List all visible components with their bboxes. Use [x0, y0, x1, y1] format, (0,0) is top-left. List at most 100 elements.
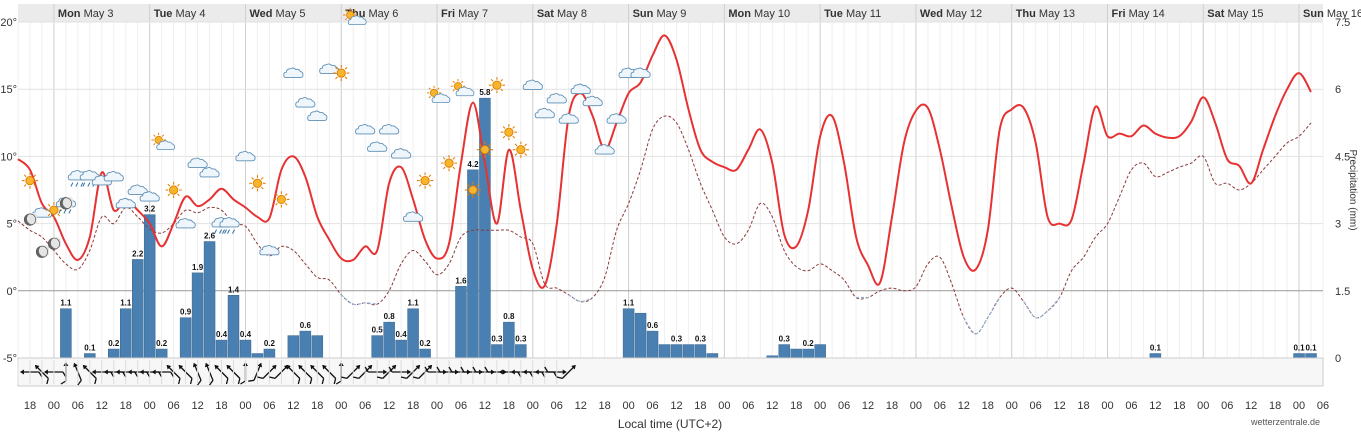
precip-value-label: 0.2: [264, 339, 276, 348]
x-tick-label: 06: [646, 400, 658, 412]
precip-bar: [515, 344, 527, 359]
sun-icon: [21, 171, 39, 190]
x-tick-label: 06: [742, 400, 754, 412]
x-tick-label: 18: [24, 400, 36, 412]
precip-value-label: 0.2: [156, 339, 168, 348]
x-tick-label: 06: [551, 400, 563, 412]
precip-value-label: 0.8: [384, 312, 396, 321]
precip-value-label: 1.1: [408, 299, 420, 308]
x-tick-label: 18: [1077, 400, 1089, 412]
precip-value-label: 0.1: [1293, 344, 1305, 353]
right-axis: 7.5 6 4.5 3 1.5 0: [1335, 17, 1350, 365]
x-tick-label: 18: [886, 400, 898, 412]
precip-bar: [419, 348, 431, 359]
precip-bar: [311, 335, 324, 359]
precip-value-label: 0.1: [84, 344, 96, 353]
header-band: [18, 4, 1323, 22]
precip-bar: [371, 335, 383, 359]
precip-bar: [299, 330, 312, 359]
x-tick-label: 06: [455, 400, 467, 412]
x-tick-label: 00: [1101, 400, 1113, 412]
day-label: Wed May 5: [249, 8, 305, 20]
precip-value-label: 0.6: [647, 321, 659, 330]
precip-bar: [60, 308, 72, 359]
x-tick-label: 06: [1221, 400, 1233, 412]
x-tick-label: 18: [790, 400, 802, 412]
precip-bar: [1305, 353, 1317, 359]
x-tick-label: 18: [694, 400, 706, 412]
day-label: Thu May 13: [1016, 8, 1075, 20]
weather-icons: [21, 7, 651, 258]
left-tick-label: 0°: [6, 286, 17, 298]
left-tick-label: 15°: [0, 84, 17, 96]
precip-value-label: 0.8: [503, 312, 515, 321]
day-label: Sat May 8: [537, 8, 587, 20]
precip-bar: [263, 348, 276, 359]
sun-icon: [272, 190, 291, 209]
precip-value-label: 0.3: [671, 335, 683, 344]
x-tick-label: 06: [359, 400, 371, 412]
sun-icon: [476, 141, 494, 159]
x-tick-label: 18: [215, 400, 227, 412]
wind-row: [17, 357, 1324, 387]
precip-bar: [670, 344, 683, 359]
precip-value-label: 0.4: [216, 330, 228, 339]
x-tick-label: 12: [958, 400, 970, 412]
x-tick-label: 12: [862, 400, 874, 412]
precip-bar: [287, 335, 300, 359]
precip-value-label: 0.3: [695, 335, 707, 344]
precip-bar: [634, 312, 647, 359]
x-tick-label: 18: [1173, 400, 1185, 412]
wind-barb-icon: [556, 364, 576, 379]
left-tick-label: 5°: [6, 219, 17, 231]
precip-bar: [120, 308, 132, 359]
precip-bar: [179, 317, 192, 359]
x-tick-label: 00: [718, 400, 730, 412]
precip-bar: [503, 321, 515, 359]
precip-bar: [814, 344, 826, 359]
x-tick-label: 18: [1269, 400, 1281, 412]
dewpoint-below-zero: [1023, 297, 1061, 319]
rain-cloud-icon: [219, 217, 240, 234]
x-tick-label: 12: [575, 400, 587, 412]
day-label: Fri May 7: [441, 8, 488, 20]
sun-icon: [488, 76, 506, 94]
day-label: Sat May 15: [1207, 8, 1263, 20]
x-tick-label: 00: [335, 400, 347, 412]
right-axis-title: Precipitation (mm): [1347, 149, 1358, 230]
precip-bar: [790, 348, 802, 359]
x-tick-label: 00: [910, 400, 922, 412]
precip-bar: [455, 286, 467, 359]
precip-value-label: 1.1: [120, 299, 132, 308]
precip-value-label: 0.2: [108, 339, 120, 348]
precip-value-label: 0.5: [372, 326, 384, 335]
precip-bar: [227, 295, 240, 359]
precip-bar: [1293, 353, 1305, 359]
precip-bar: [694, 344, 707, 359]
day-label: Tue May 4: [154, 8, 206, 20]
x-tick-label: 12: [1245, 400, 1257, 412]
rain-cloud-icon: [67, 170, 88, 187]
precip-bar: [203, 241, 216, 359]
precip-bar: [84, 353, 96, 359]
precip-value-label: 3.2: [144, 205, 156, 214]
x-tick-label: 18: [982, 400, 994, 412]
x-tick-label: 00: [144, 400, 156, 412]
credit: wetterzentrale.de: [1250, 417, 1320, 427]
x-tick-label: 06: [1317, 400, 1329, 412]
x-tick-label: 00: [431, 400, 443, 412]
x-tick-label: 06: [263, 400, 275, 412]
grid: [17, 4, 1324, 359]
x-tick-label: 00: [48, 400, 60, 412]
x-tick-label: 18: [503, 400, 515, 412]
sun-icon: [332, 64, 350, 82]
precip-value-label: 1.1: [60, 299, 72, 308]
rain-cloud-icon: [55, 196, 76, 214]
sun-icon: [500, 123, 518, 141]
right-tick-label: 4.5: [1335, 151, 1350, 163]
x-tick-label: 12: [287, 400, 299, 412]
precip-value-label: 2.6: [204, 232, 216, 241]
x-tick-label: 00: [1006, 400, 1018, 412]
precip-bar: [239, 339, 252, 359]
precip-value-label: 0.6: [300, 321, 312, 330]
